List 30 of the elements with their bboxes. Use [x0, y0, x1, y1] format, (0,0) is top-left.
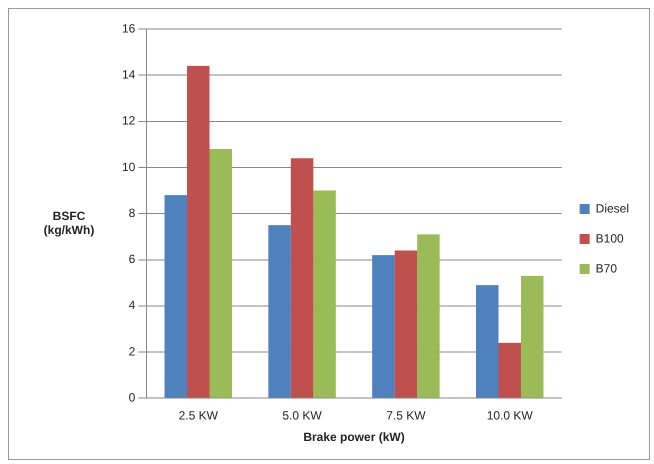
bar [372, 255, 395, 398]
y-tick-label: 14 [122, 67, 136, 82]
y-tick-label: 12 [122, 114, 136, 128]
y-tick-label: 8 [128, 206, 136, 220]
y-tick-label: 10 [122, 160, 136, 174]
y-tick-label: 6 [128, 252, 136, 266]
bar [476, 285, 498, 398]
bar [417, 234, 440, 398]
bar [187, 66, 210, 398]
legend-label: Diesel [596, 201, 630, 216]
x-tick-label: 7.5 KW [386, 408, 426, 423]
legend-label: B100 [596, 231, 624, 246]
legend-label: B70 [596, 261, 618, 276]
bar [268, 225, 291, 398]
bar [520, 276, 544, 398]
y-tick-label: 2 [128, 344, 136, 358]
x-tick-label: 2.5 KW [178, 408, 219, 423]
bar [498, 342, 521, 398]
bar [210, 148, 232, 398]
bar [394, 250, 418, 398]
bar [164, 195, 188, 398]
x-axis-title: Brake power (kW) [303, 430, 405, 444]
y-tick-label: 16 [122, 21, 136, 36]
y-tick-label: 0 [128, 390, 136, 405]
x-tick-label: 10.0 KW [486, 408, 534, 423]
y-axis-title: BSFC (kg/kWh) [42, 209, 96, 237]
x-tick-label: 5.0 KW [282, 408, 322, 423]
bar [313, 190, 336, 398]
y-tick-label: 4 [128, 298, 136, 312]
bar [290, 158, 314, 398]
